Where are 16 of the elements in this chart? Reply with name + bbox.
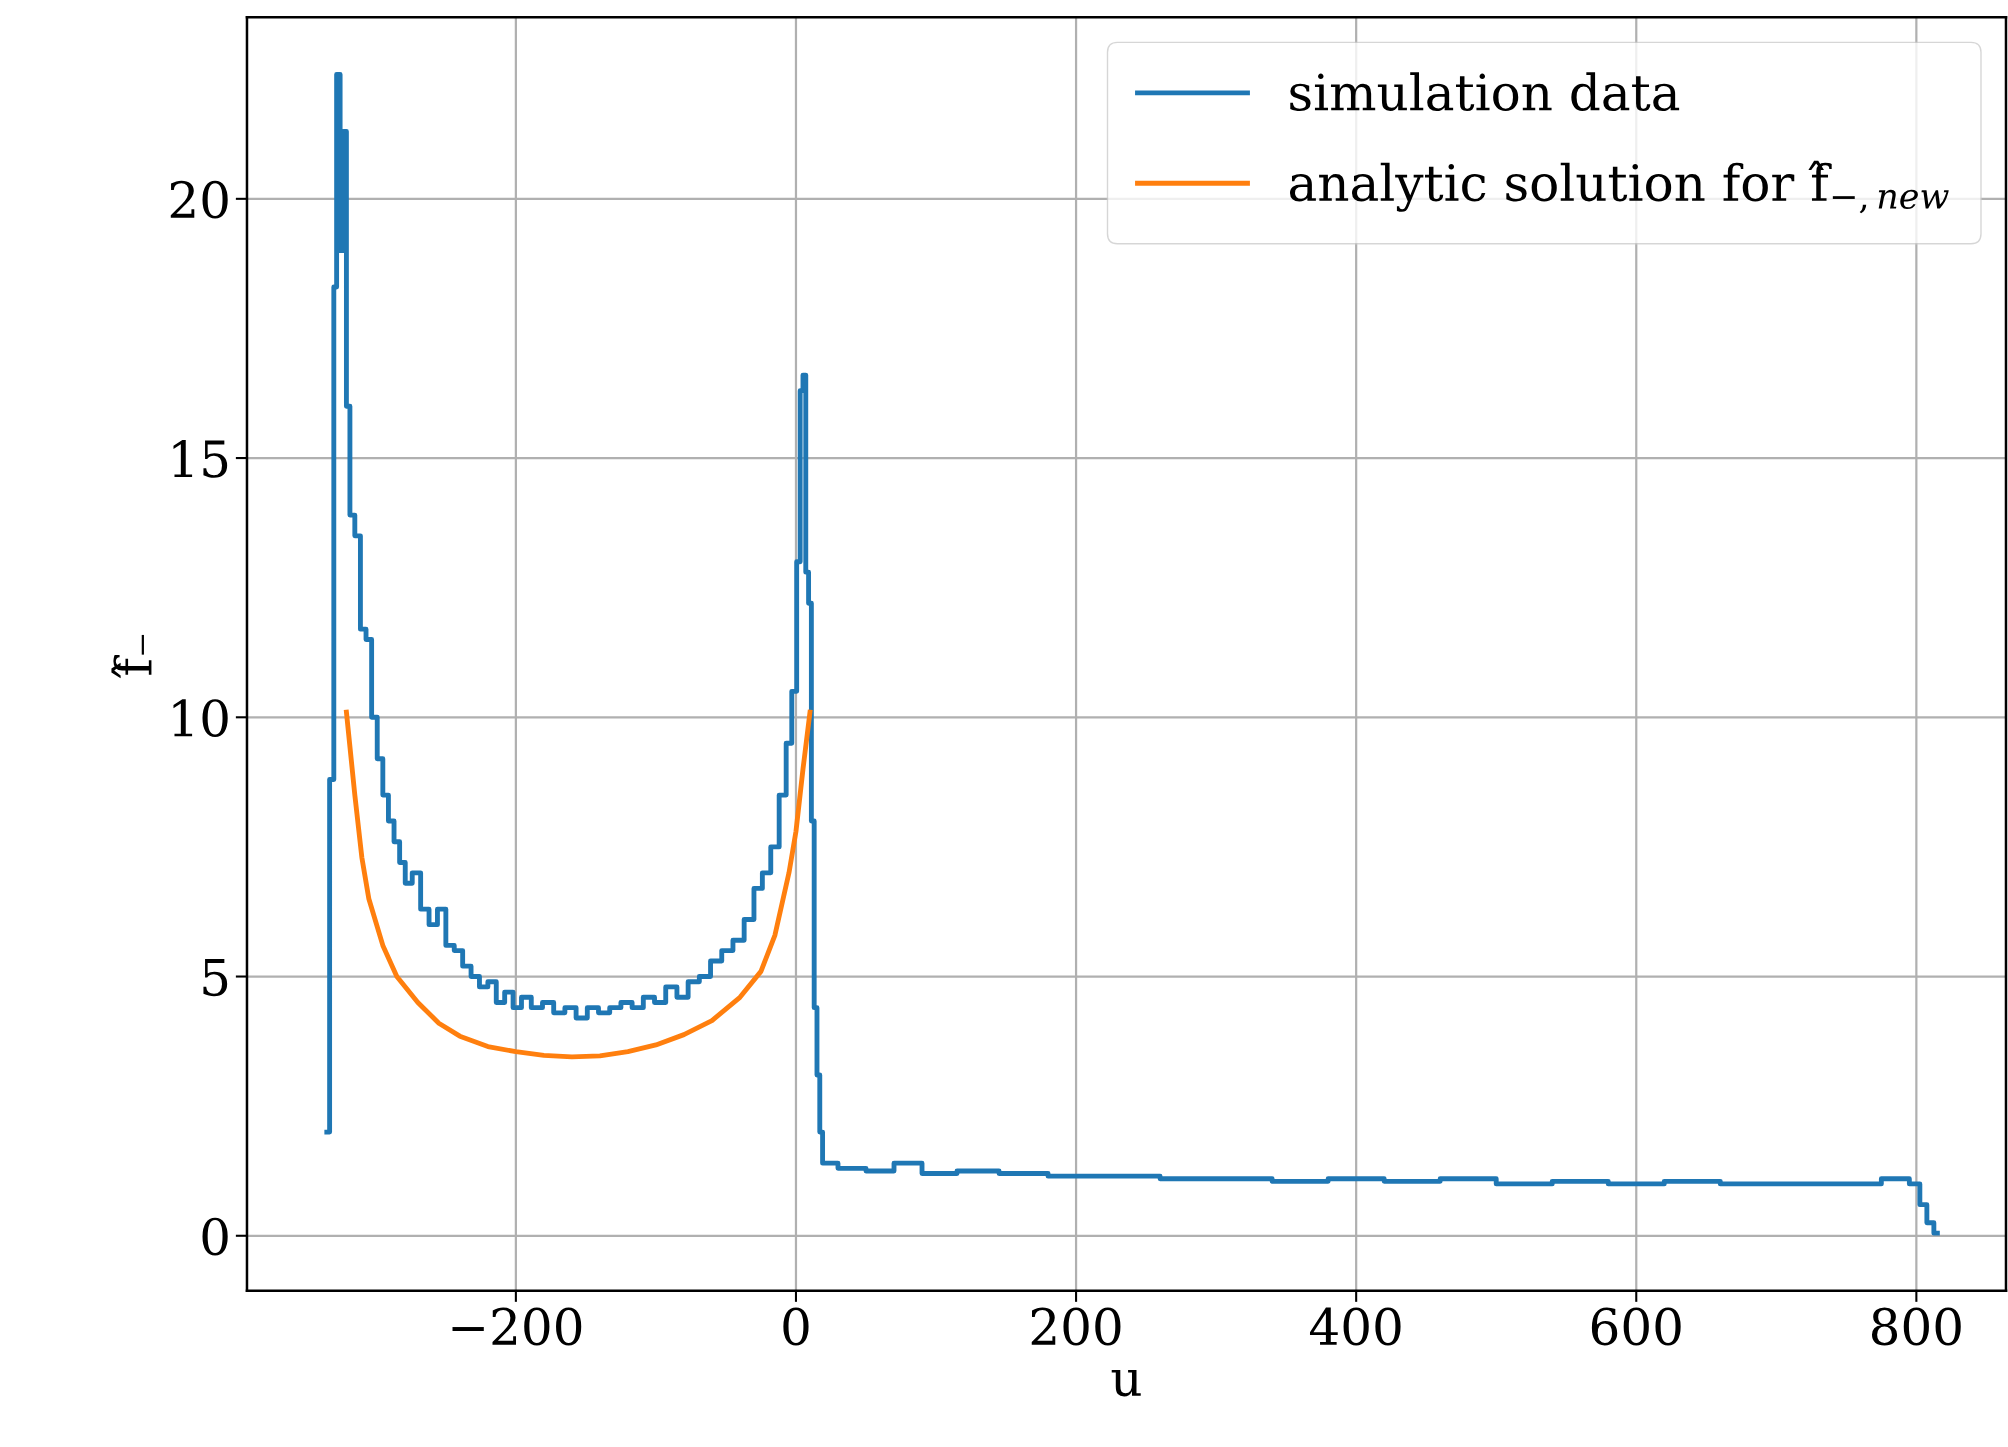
- legend-label: simulation data: [1290, 72, 1680, 112]
- y-axis-title: f̂₋: [111, 634, 152, 679]
- y-tick-label: 5: [203, 959, 228, 997]
- x-tick-label: 800: [1871, 1307, 1961, 1346]
- line-series: [343, 709, 813, 1060]
- y-tick-label: 10: [173, 699, 228, 737]
- x-tick-label: 200: [1031, 1307, 1121, 1346]
- x-axis-title: u: [1111, 1369, 1141, 1397]
- x-tick-label: −200: [452, 1307, 582, 1346]
- y-tick-label: 0: [202, 1217, 228, 1256]
- x-tick-label: 600: [1591, 1307, 1681, 1346]
- y-tick-label: 20: [170, 180, 228, 219]
- y-tick-label: 15: [173, 439, 228, 478]
- legend-label: analytic solution for f̂$_{−,new}$: [1289, 160, 1949, 214]
- x-tick-label: 400: [1309, 1307, 1401, 1346]
- x-tick-label: 0: [783, 1307, 809, 1346]
